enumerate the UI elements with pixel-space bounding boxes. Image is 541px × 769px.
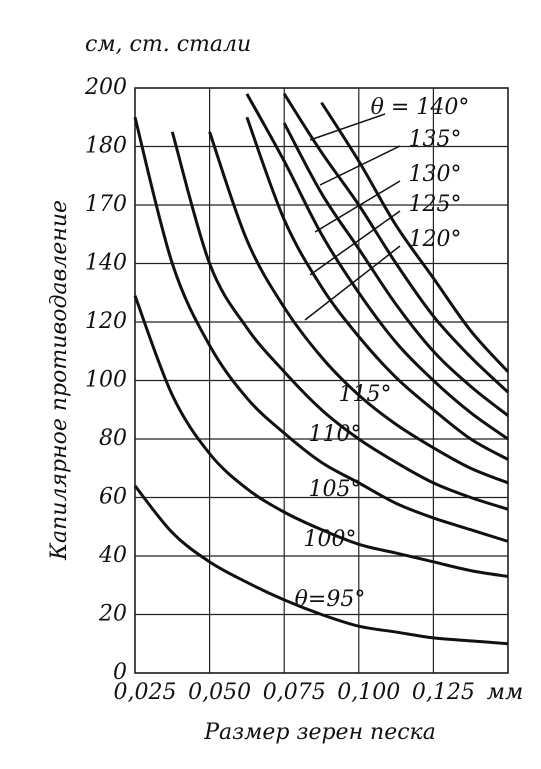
series-label: 110° bbox=[309, 422, 362, 447]
curve bbox=[170, 131, 509, 511]
y-tick-label: 20 bbox=[98, 602, 127, 627]
series-label: 115° bbox=[339, 382, 392, 407]
series-label: 135° bbox=[409, 127, 462, 152]
x-tick-label: 0,100 bbox=[337, 680, 400, 705]
y-tick-label: 200 bbox=[84, 75, 127, 100]
curve bbox=[208, 131, 509, 485]
series-label: 125° bbox=[409, 192, 462, 217]
y-tick-label: 80 bbox=[99, 426, 127, 451]
y-tick-label: 170 bbox=[85, 192, 127, 217]
y-tick-label: 0 bbox=[113, 660, 127, 685]
curve bbox=[245, 93, 509, 441]
curve bbox=[133, 116, 509, 543]
x-tick-label: 0,125 bbox=[412, 680, 475, 705]
series-label: 120° bbox=[409, 227, 462, 252]
curve bbox=[133, 484, 509, 646]
series-label: 130° bbox=[409, 162, 462, 187]
y-tick-label: 100 bbox=[85, 368, 127, 393]
curve bbox=[133, 295, 509, 578]
leader-line bbox=[314, 180, 401, 233]
series-label: 100° bbox=[304, 527, 357, 552]
series-label: θ = 140° bbox=[371, 95, 470, 120]
x-tick-label: 0,075 bbox=[263, 680, 326, 705]
series-label: θ=95° bbox=[295, 587, 366, 612]
y-tick-label: 60 bbox=[99, 485, 127, 510]
y-tick-label: 180 bbox=[85, 134, 127, 159]
y-tick-label: 40 bbox=[98, 543, 127, 568]
x-unit: мм bbox=[487, 680, 523, 705]
y-unit: см, ст. стали bbox=[85, 32, 251, 57]
y-tick-label: 140 bbox=[85, 251, 127, 276]
y-axis-title: Капилярное противодавление bbox=[47, 200, 72, 561]
x-tick-label: 0,025 bbox=[114, 680, 177, 705]
leader-line bbox=[309, 113, 386, 141]
y-tick-label: 120 bbox=[85, 309, 127, 334]
x-axis-title: Размер зерен песка bbox=[203, 720, 436, 745]
curve bbox=[245, 116, 509, 461]
x-tick-label: 0,050 bbox=[188, 680, 251, 705]
series-label: 105° bbox=[309, 477, 362, 502]
curve bbox=[282, 93, 510, 394]
curve bbox=[320, 101, 510, 373]
curve bbox=[282, 122, 509, 417]
